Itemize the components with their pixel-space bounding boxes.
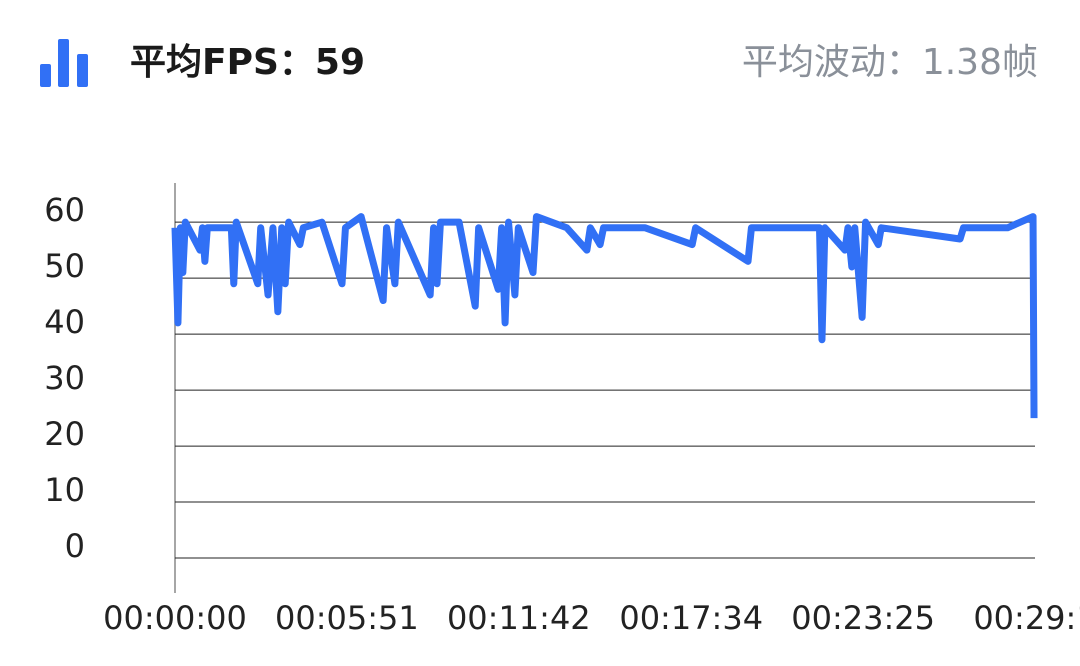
y-tick-label: 30: [44, 359, 85, 397]
x-tick-label: 00:17:34: [619, 599, 763, 637]
x-tick-label: 00:00:00: [103, 599, 247, 637]
x-tick-label: 00:23:25: [791, 599, 935, 637]
x-tick-label: 00:29:1: [973, 599, 1080, 637]
y-tick-label: 60: [44, 191, 85, 229]
avg-fluctuation: 平均波动：1.38帧: [742, 42, 1038, 83]
x-tick-label: 00:11:42: [447, 599, 591, 637]
y-tick-label: 50: [44, 247, 85, 285]
y-tick-label: 0: [65, 527, 85, 565]
fps-line: [171, 213, 1038, 419]
y-tick-label: 40: [44, 303, 85, 341]
y-tick-label: 10: [44, 471, 85, 509]
y-tick-label: 20: [44, 415, 85, 453]
chart-icon: [40, 39, 88, 87]
x-tick-label: 00:05:51: [275, 599, 419, 637]
avg-fps-title: 平均FPS：59: [130, 42, 365, 83]
